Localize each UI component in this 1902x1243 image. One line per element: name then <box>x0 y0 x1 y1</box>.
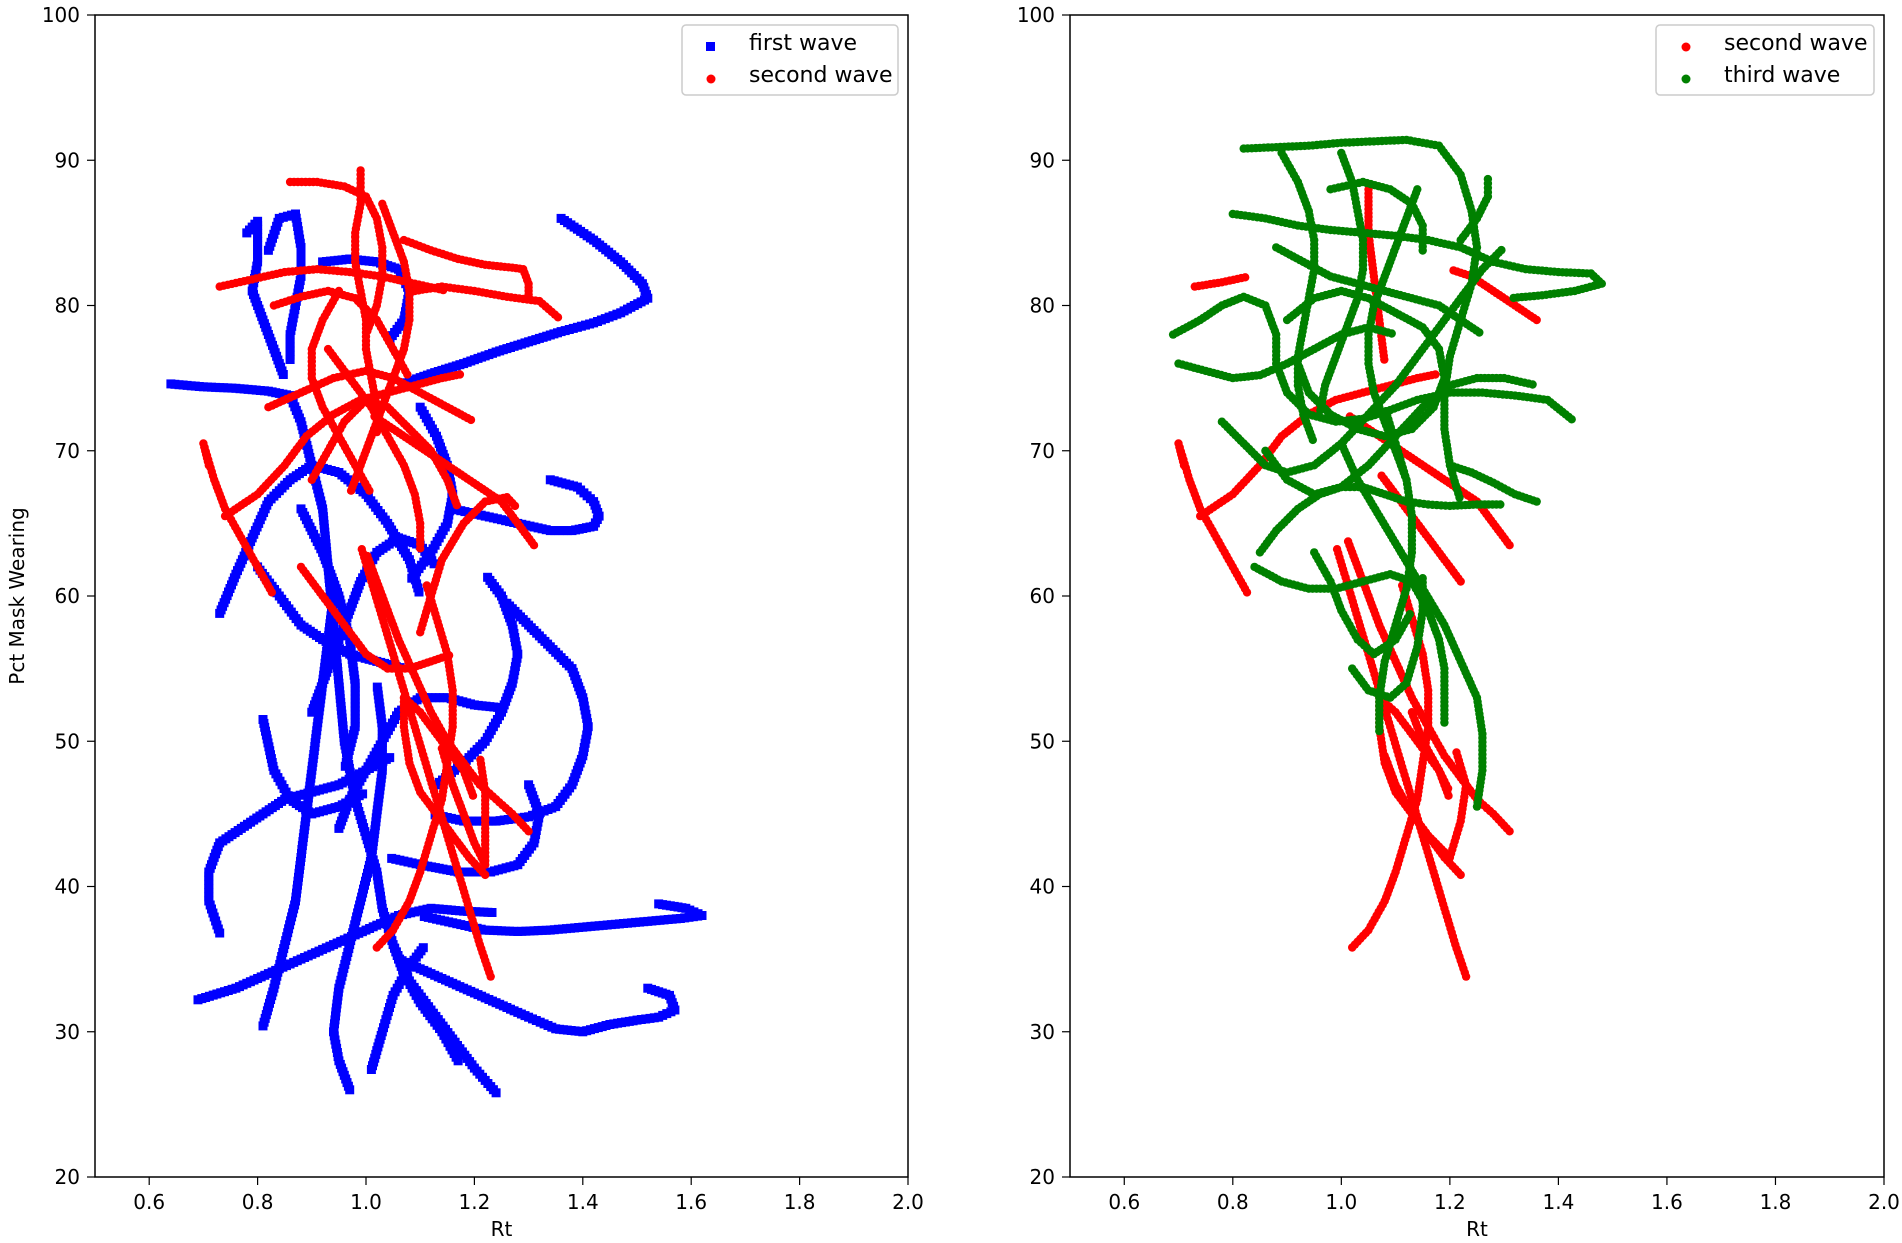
left-y-tick-label: 90 <box>55 148 80 172</box>
left-point-first-wave <box>397 956 407 966</box>
right-point-second-wave <box>1449 266 1458 275</box>
left-legend-label: second wave <box>749 63 892 88</box>
left-point-first-wave <box>385 753 395 763</box>
right-point-third-wave <box>1496 500 1505 509</box>
left-y-tick-label: 50 <box>55 729 80 753</box>
left-point-second-wave <box>553 313 563 322</box>
left-y-tick-label: 80 <box>55 294 80 318</box>
left-x-tick-label: 1.2 <box>458 1190 490 1214</box>
left-point-second-wave <box>416 544 425 553</box>
left-point-second-wave <box>452 501 461 510</box>
right-point-third-wave <box>1509 293 1518 303</box>
left-chart: 20 30 40 50 60 70 80 90 100 0.6 0.8 1.0 … <box>5 3 924 1241</box>
left-point-second-wave <box>267 588 276 597</box>
left-point-second-wave <box>468 791 478 800</box>
left-point-first-wave <box>452 505 462 515</box>
left-x-tick-label: 1.0 <box>350 1190 382 1214</box>
left-point-first-wave <box>487 908 497 917</box>
right-point-third-wave <box>1567 415 1576 424</box>
left-x-tick-label: 1.4 <box>567 1190 599 1214</box>
right-point-second-wave <box>1343 537 1353 546</box>
left-point-second-wave <box>422 581 431 590</box>
left-chart-points <box>166 166 707 1098</box>
right-point-second-wave <box>1431 370 1440 379</box>
left-point-first-wave <box>390 943 399 953</box>
left-point-second-wave <box>476 755 485 764</box>
left-point-first-wave <box>493 702 503 712</box>
left-y-tick-label: 100 <box>42 3 80 27</box>
left-y-tick-label: 30 <box>55 1020 80 1044</box>
right-point-third-wave <box>1387 329 1396 338</box>
left-x-tick-label: 2.0 <box>892 1190 924 1214</box>
left-point-second-wave <box>346 486 356 495</box>
right-point-third-wave <box>1440 718 1449 727</box>
left-point-second-wave <box>455 370 465 379</box>
left-x-tick-labels: 0.6 0.8 1.0 1.2 1.4 1.6 1.8 2.0 <box>133 1190 924 1214</box>
left-point-first-wave <box>278 370 288 379</box>
left-x-tick-label: 1.6 <box>675 1190 707 1214</box>
left-point-first-wave <box>414 587 424 597</box>
left-point-second-wave <box>357 545 366 554</box>
right-point-second-wave <box>1242 588 1252 597</box>
left-point-first-wave <box>429 559 439 569</box>
left-point-second-wave <box>444 651 454 660</box>
left-point-first-wave <box>358 789 368 799</box>
left-legend: first wave second wave <box>681 24 899 96</box>
left-series-second-wave <box>199 166 563 981</box>
right-series-third-wave <box>1168 135 1607 811</box>
right-chart: 20 30 40 50 60 70 80 90 100 0.6 0.8 1.0 … <box>1017 3 1900 1241</box>
right-series-second-wave <box>1174 185 1541 981</box>
left-point-first-wave <box>387 853 397 863</box>
right-point-third-wave <box>1405 610 1415 619</box>
left-point-first-wave <box>419 912 429 921</box>
left-point-first-wave <box>372 682 382 692</box>
left-point-first-wave <box>328 595 338 605</box>
left-y-tick-label: 20 <box>55 1165 80 1189</box>
right-point-third-wave <box>1528 380 1537 389</box>
left-point-second-wave <box>510 501 520 511</box>
left-legend-marker-first-wave <box>706 42 715 51</box>
left-y-tick-label: 60 <box>55 584 80 608</box>
right-point-second-wave <box>1452 748 1461 757</box>
left-point-first-wave <box>285 355 295 364</box>
left-point-second-wave <box>403 370 412 379</box>
right-point-second-wave <box>1377 471 1386 480</box>
left-y-axis-title: Pct Mask Wearing <box>5 507 29 684</box>
left-point-second-wave <box>466 415 476 425</box>
left-point-second-wave <box>365 486 374 495</box>
right-point-third-wave <box>1308 435 1318 445</box>
left-y-tick-label: 70 <box>55 439 80 463</box>
left-legend-box <box>681 24 899 96</box>
left-chart-ticks <box>87 14 909 1185</box>
right-chart-points <box>1168 135 1607 981</box>
right-point-second-wave <box>1444 791 1453 800</box>
right-point-second-wave <box>1241 273 1250 282</box>
right-point-third-wave <box>1455 493 1464 502</box>
left-y-tick-labels: 20 30 40 50 60 70 80 90 100 <box>42 3 80 1189</box>
left-series-first-wave <box>166 209 707 1098</box>
left-x-tick-label: 0.8 <box>242 1190 274 1214</box>
left-y-tick-label: 40 <box>55 875 80 899</box>
right-point-second-wave <box>1443 784 1453 793</box>
left-point-first-wave <box>418 943 428 953</box>
left-point-first-wave <box>483 572 493 582</box>
left-legend-marker-second-wave <box>706 74 716 84</box>
left-point-first-wave <box>407 573 417 583</box>
left-point-first-wave <box>340 761 350 771</box>
left-x-tick-label: 1.8 <box>784 1190 816 1214</box>
left-x-tick-label: 0.6 <box>133 1190 165 1214</box>
right-point-second-wave <box>1380 355 1389 364</box>
left-legend-label: first wave <box>749 31 857 56</box>
right-point-second-wave <box>1332 545 1342 554</box>
right-point-third-wave <box>1418 574 1427 583</box>
left-point-second-wave <box>363 551 372 561</box>
right-point-third-wave <box>1497 245 1506 255</box>
left-x-axis-title: Rt <box>491 1217 513 1241</box>
